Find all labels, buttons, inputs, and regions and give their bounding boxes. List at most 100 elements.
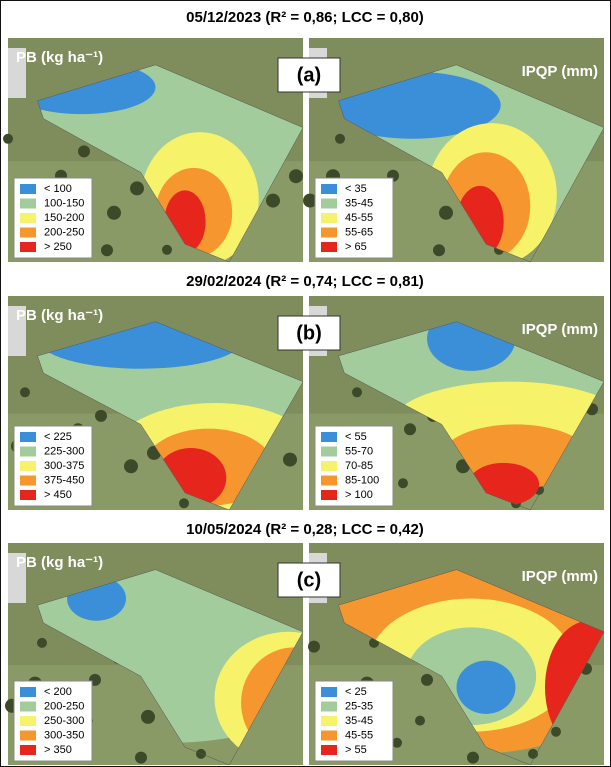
legend-label: > 65: [345, 241, 367, 253]
legend-swatch: [321, 745, 337, 755]
row-title: 05/12/2023 (R² = 0,86; LCC = 0,80): [186, 9, 424, 26]
tree: [335, 134, 345, 144]
row-title: 10/05/2024 (R² = 0,28; LCC = 0,42): [186, 521, 424, 538]
map-title: IPQP (mm): [522, 568, 598, 585]
panel-label: (a): [297, 64, 321, 86]
tree: [289, 169, 303, 183]
legend-label: > 350: [44, 744, 72, 756]
tree: [421, 674, 433, 686]
zone: [457, 661, 516, 714]
row-title: 29/02/2024 (R² = 0,74; LCC = 0,81): [186, 273, 424, 290]
tree: [283, 453, 297, 467]
map-title: IPQP (mm): [522, 321, 598, 338]
legend-swatch: [321, 184, 337, 194]
legend-label: 150-200: [44, 212, 84, 224]
legend: < 100 100-150 150-200 200-250 > 250: [14, 178, 92, 258]
legend-swatch: [321, 228, 337, 238]
legend-label: > 250: [44, 241, 72, 253]
legend-swatch: [321, 687, 337, 697]
tree: [433, 244, 445, 256]
panel-label: (b): [296, 322, 322, 344]
legend-label: 85-100: [345, 474, 379, 486]
legend-swatch: [20, 476, 36, 486]
legend-label: < 35: [345, 183, 367, 195]
tree: [179, 498, 189, 508]
legend-swatch: [20, 242, 36, 252]
legend-label: > 450: [44, 489, 72, 501]
legend-swatch: [20, 716, 36, 726]
legend-label: 100-150: [44, 197, 84, 209]
legend-label: < 225: [44, 431, 72, 443]
legend-label: 45-55: [345, 729, 373, 741]
tree: [308, 641, 320, 653]
figure: 05/12/2023 (R² = 0,86; LCC = 0,80) PB (kg…: [0, 0, 611, 767]
tree: [124, 459, 138, 473]
legend-swatch: [321, 447, 337, 457]
legend-swatch: [321, 702, 337, 712]
legend-label: < 200: [44, 686, 72, 698]
legend-label: 55-70: [345, 445, 373, 457]
legend-swatch: [20, 461, 36, 471]
tree: [415, 716, 425, 726]
legend-swatch: [321, 476, 337, 486]
legend-swatch: [20, 447, 36, 457]
legend: < 35 35-45 45-55 55-65 > 65: [315, 178, 393, 258]
legend-label: 35-45: [345, 715, 373, 727]
legend-label: 200-250: [44, 226, 84, 238]
map-title: PB (kg ha⁻¹): [16, 307, 103, 324]
tree: [404, 423, 416, 435]
tree: [141, 710, 155, 724]
legend-swatch: [321, 242, 337, 252]
panel-label: (c): [297, 569, 321, 591]
tree: [101, 244, 113, 256]
tree: [107, 206, 121, 220]
legend-label: < 25: [345, 686, 367, 698]
tree: [162, 245, 172, 255]
legend-label: 225-300: [44, 445, 84, 457]
legend-label: 55-65: [345, 226, 373, 238]
tree: [352, 387, 362, 397]
legend-label: < 100: [44, 183, 72, 195]
legend-swatch: [20, 490, 36, 500]
map-title: PB (kg ha⁻¹): [16, 49, 103, 66]
legend-swatch: [321, 716, 337, 726]
legend: < 55 55-70 70-85 85-100 > 100: [315, 426, 393, 506]
legend-label: 25-35: [345, 700, 373, 712]
legend-label: 375-450: [44, 474, 84, 486]
tree: [467, 752, 479, 764]
legend-swatch: [20, 687, 36, 697]
legend-label: > 55: [345, 744, 367, 756]
legend-swatch: [20, 228, 36, 238]
legend-swatch: [321, 213, 337, 223]
tree: [439, 206, 453, 220]
legend-label: 200-250: [44, 700, 84, 712]
legend-swatch: [321, 731, 337, 741]
legend-label: < 55: [345, 431, 367, 443]
legend-swatch: [321, 461, 337, 471]
tree: [398, 478, 408, 488]
legend-label: 35-45: [345, 197, 373, 209]
tree: [78, 145, 90, 157]
legend-swatch: [20, 432, 36, 442]
tree: [551, 727, 561, 737]
tree: [266, 194, 280, 208]
legend-swatch: [321, 432, 337, 442]
legend-label: 250-300: [44, 715, 84, 727]
legend-swatch: [20, 213, 36, 223]
tree: [20, 387, 30, 397]
legend-label: 45-55: [345, 212, 373, 224]
legend: < 200200-250250-300300-350> 350: [14, 681, 92, 761]
tree: [3, 134, 13, 144]
legend-swatch: [321, 199, 337, 209]
legend-label: > 100: [345, 489, 373, 501]
legend-swatch: [20, 702, 36, 712]
legend: < 25 25-35 35-45 45-55 > 55: [315, 681, 393, 761]
legend-swatch: [20, 745, 36, 755]
tree: [37, 638, 47, 648]
tree: [95, 410, 107, 422]
tree: [135, 752, 147, 764]
map-title: PB (kg ha⁻¹): [16, 554, 103, 571]
legend-label: 70-85: [345, 460, 373, 472]
